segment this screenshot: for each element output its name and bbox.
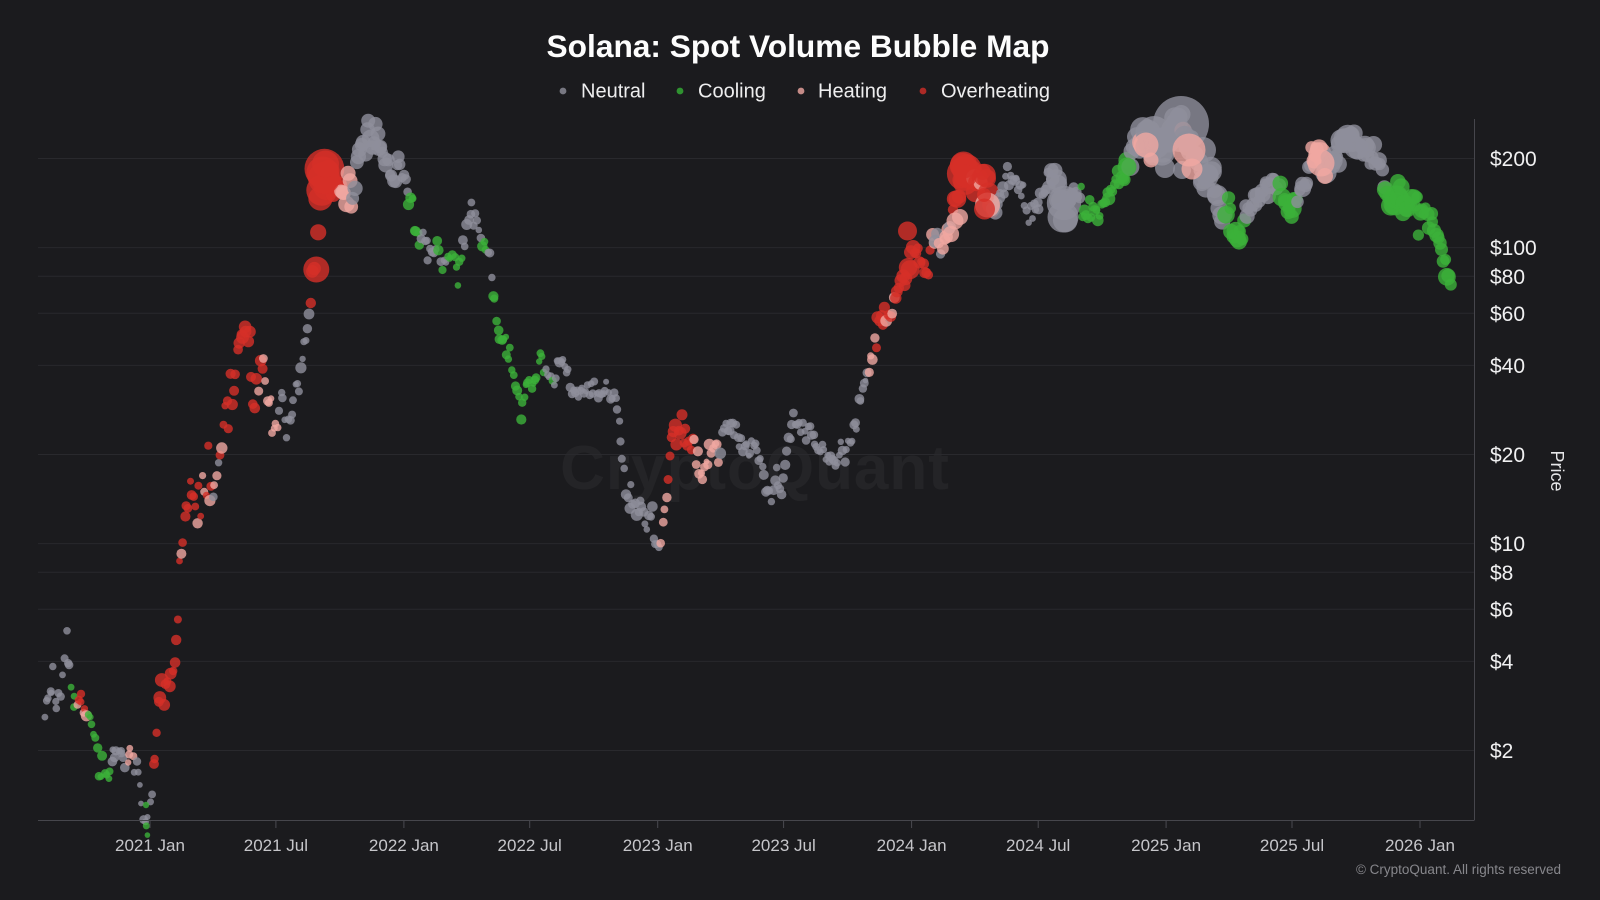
- svg-text:2024 Jan: 2024 Jan: [877, 836, 947, 855]
- svg-text:2025 Jan: 2025 Jan: [1131, 836, 1201, 855]
- svg-text:Overheating: Overheating: [941, 81, 1050, 103]
- svg-text:Price: Price: [1547, 450, 1567, 491]
- svg-text:2021 Jan: 2021 Jan: [115, 836, 185, 855]
- svg-text:$4: $4: [1490, 651, 1514, 674]
- svg-text:$8: $8: [1490, 562, 1513, 585]
- svg-text:2022 Jul: 2022 Jul: [498, 836, 562, 855]
- svg-text:2022 Jan: 2022 Jan: [369, 836, 439, 855]
- svg-text:2023 Jan: 2023 Jan: [623, 836, 693, 855]
- svg-text:Solana: Spot Volume Bubble Map: Solana: Spot Volume Bubble Map: [547, 28, 1050, 64]
- svg-text:Heating: Heating: [818, 81, 887, 103]
- svg-text:$200: $200: [1490, 148, 1537, 171]
- svg-text:2025 Jul: 2025 Jul: [1260, 836, 1324, 855]
- svg-text:2026 Jan: 2026 Jan: [1385, 836, 1455, 855]
- svg-text:$2: $2: [1490, 740, 1513, 763]
- svg-text:$20: $20: [1490, 444, 1525, 467]
- svg-text:2021 Jul: 2021 Jul: [244, 836, 308, 855]
- svg-text:$6: $6: [1490, 599, 1513, 622]
- svg-text:Neutral: Neutral: [581, 81, 645, 103]
- svg-text:$100: $100: [1490, 237, 1537, 260]
- svg-text:$40: $40: [1490, 355, 1525, 378]
- svg-text:$10: $10: [1490, 533, 1525, 556]
- svg-text:© CryptoQuant. All rights rese: © CryptoQuant. All rights reserved: [1356, 862, 1561, 877]
- svg-text:2023 Jul: 2023 Jul: [751, 836, 815, 855]
- svg-text:Cooling: Cooling: [698, 81, 766, 103]
- svg-text:$80: $80: [1490, 266, 1525, 289]
- svg-text:2024 Jul: 2024 Jul: [1006, 836, 1070, 855]
- svg-text:$60: $60: [1490, 303, 1525, 326]
